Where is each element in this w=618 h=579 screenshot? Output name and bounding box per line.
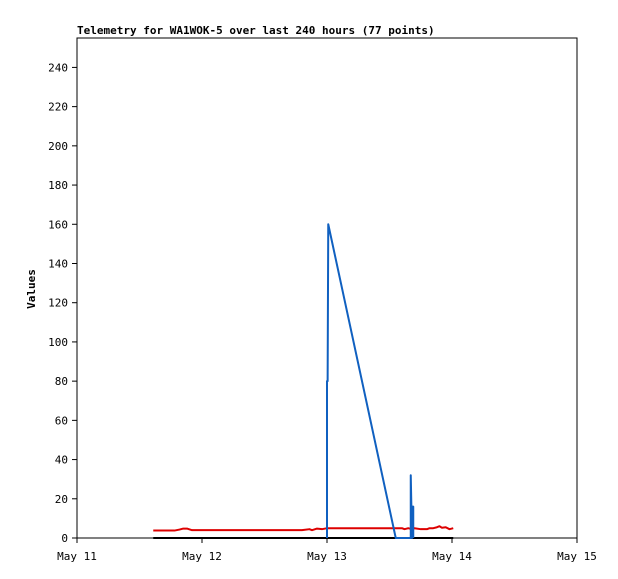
y-tick-label: 200 xyxy=(48,140,68,153)
chart-title: Telemetry for WA1WOK-5 over last 240 hou… xyxy=(77,24,435,37)
x-tick-label: May 12 xyxy=(182,550,222,563)
series-line-2 xyxy=(153,525,454,532)
y-tick-label: 140 xyxy=(48,257,68,270)
series-line-3 xyxy=(326,223,415,539)
y-tick-label: 20 xyxy=(55,493,68,506)
x-tick-label: May 15 xyxy=(557,550,597,563)
y-tick-label: 180 xyxy=(48,179,68,192)
y-axis-label: Values xyxy=(25,269,38,309)
y-tick-label: 40 xyxy=(55,454,68,467)
y-tick-label: 80 xyxy=(55,375,68,388)
y-tick-label: 120 xyxy=(48,297,68,310)
y-tick-label: 0 xyxy=(61,532,68,545)
x-tick-label: May 13 xyxy=(307,550,347,563)
x-tick-label: May 14 xyxy=(432,550,472,563)
x-axis: May 11 May 12 May 13 May 14 May 15 xyxy=(57,538,597,563)
y-tick-label: 240 xyxy=(48,61,68,74)
x-tick-label: May 11 xyxy=(57,550,97,563)
y-tick-label: 160 xyxy=(48,218,68,231)
series-layer xyxy=(153,223,454,539)
y-axis: 0 20 40 60 80 100 120 140 160 180 200 220 240 xyxy=(48,61,77,545)
y-tick-label: 100 xyxy=(48,336,68,349)
y-tick-label: 60 xyxy=(55,414,68,427)
y-tick-label: 220 xyxy=(48,101,68,114)
